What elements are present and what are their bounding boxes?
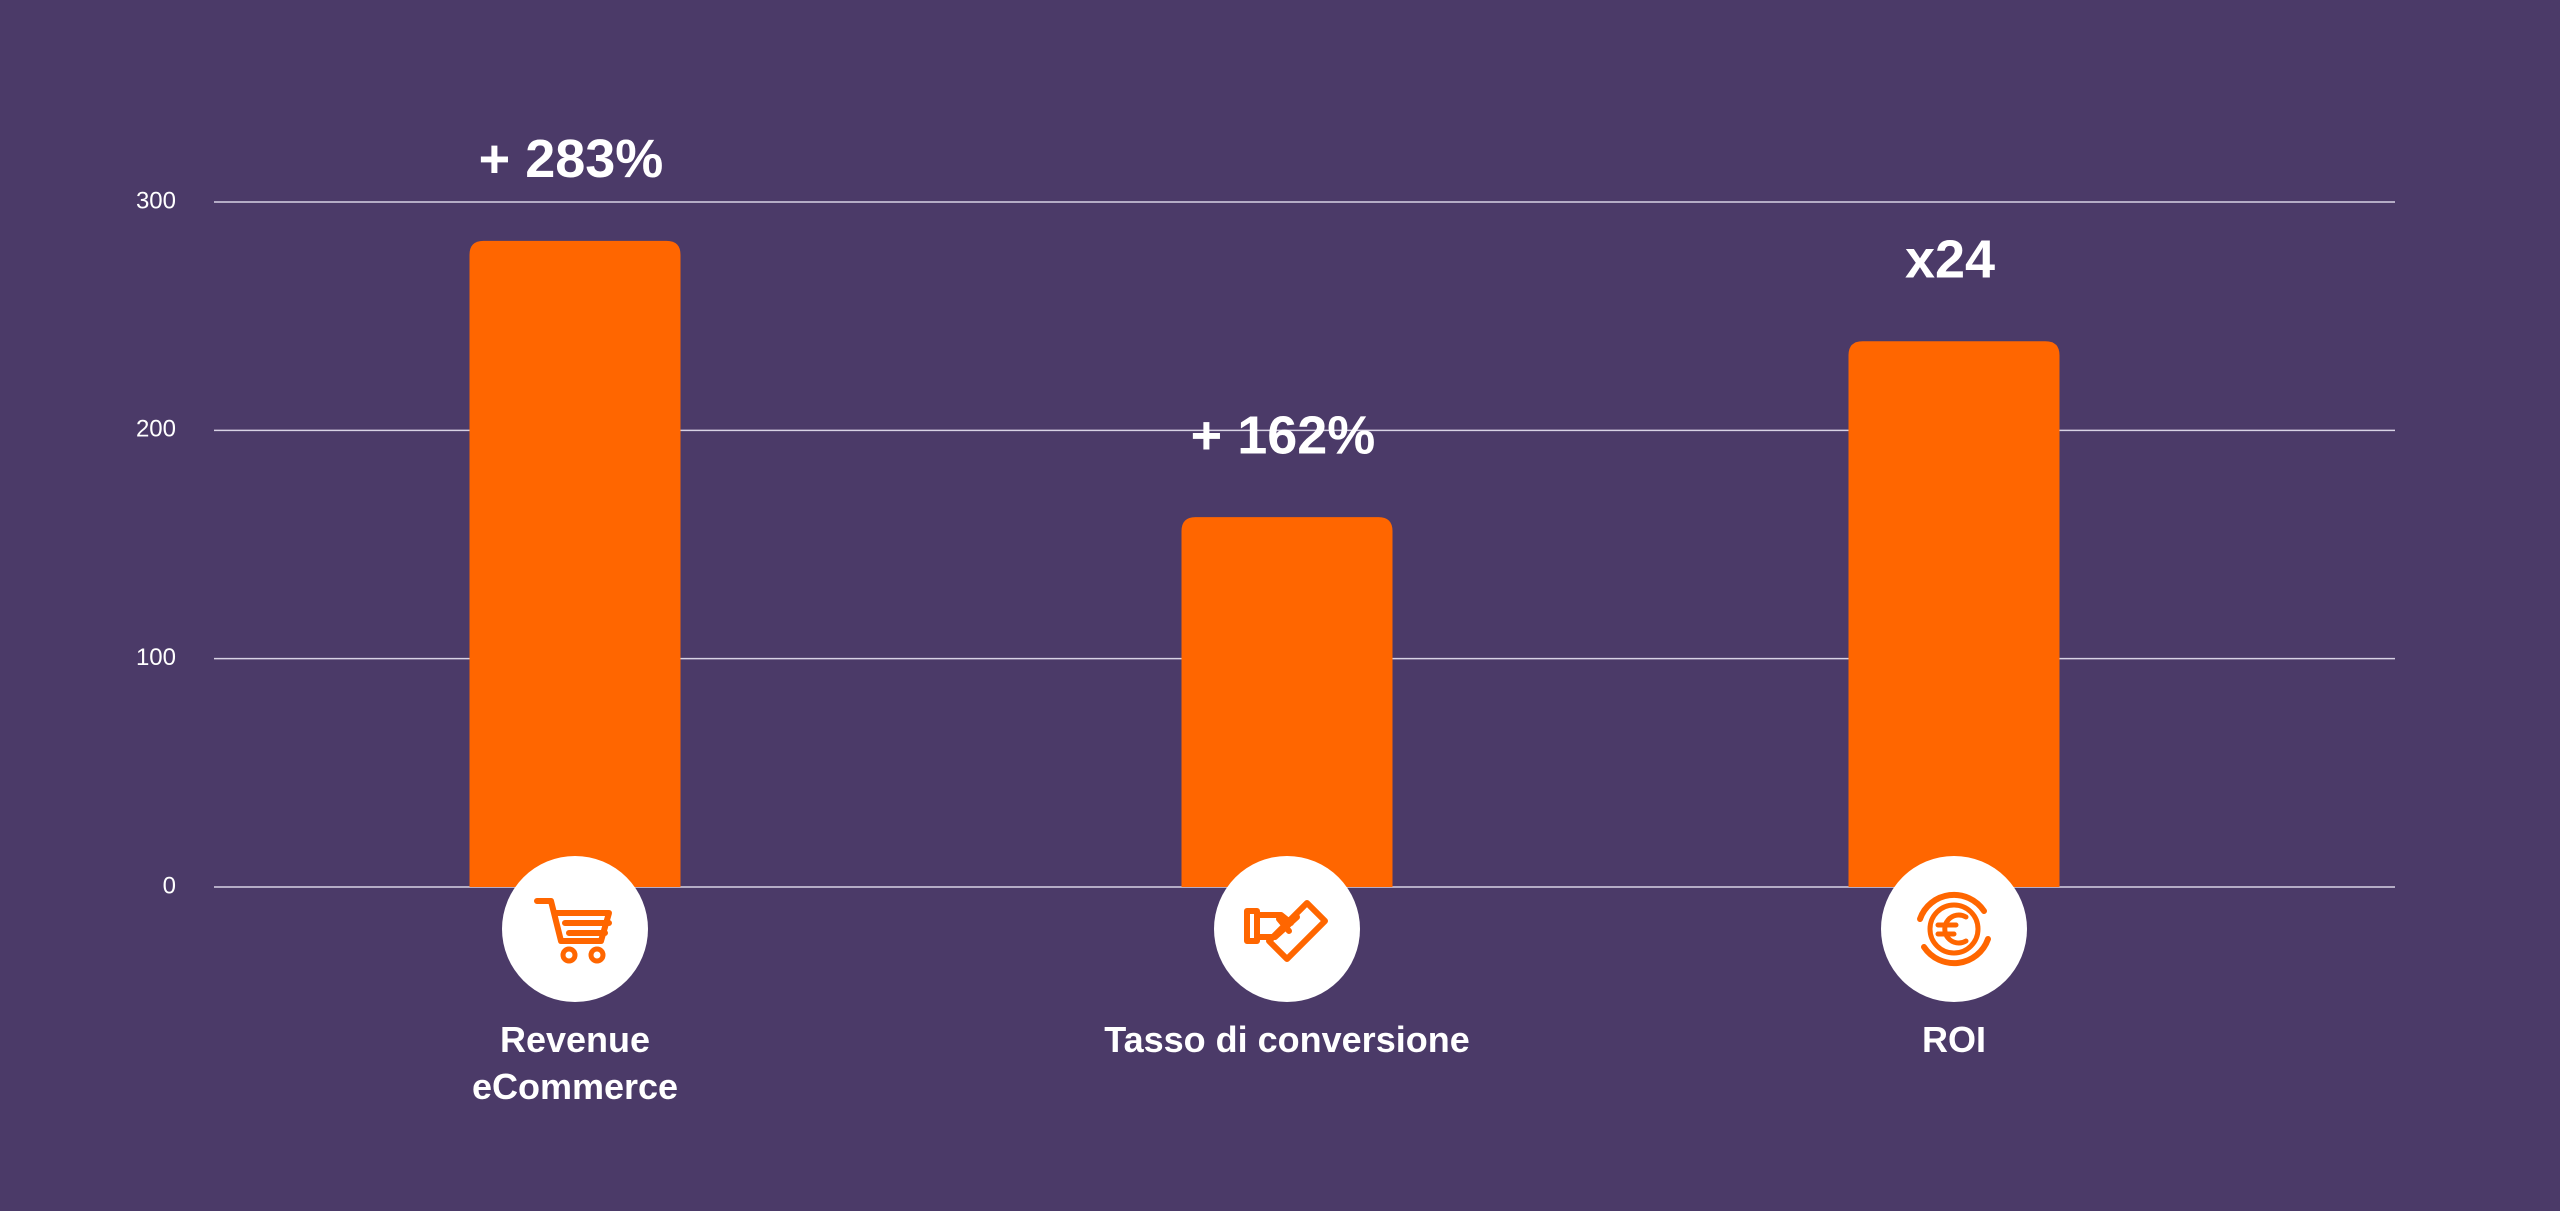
- y-tick-label: 100: [136, 644, 176, 671]
- icon: [534, 898, 612, 964]
- x-tick-label: Tasso di conversione: [1104, 1019, 1470, 1060]
- icon-hand: [1244, 908, 1300, 944]
- icon-cycle: [1917, 891, 1991, 967]
- icon-cart: [534, 898, 612, 944]
- icon-coin: [1927, 902, 1981, 956]
- value-label: + 283%: [479, 129, 664, 189]
- bar: [1848, 341, 2060, 887]
- icon-wheel: [588, 946, 606, 964]
- icon: [1917, 891, 1991, 967]
- x-tick-label: ROI: [1921, 1019, 1986, 1060]
- y-tick-label: 200: [136, 416, 176, 443]
- bar: [469, 240, 681, 888]
- bar: [1181, 517, 1393, 887]
- y-tick-label: 0: [163, 872, 176, 899]
- value-label: + 162%: [1191, 405, 1376, 465]
- icon-bill: [1266, 900, 1328, 962]
- icon-euro: [1935, 912, 1969, 946]
- icon-circle: [502, 856, 648, 1002]
- x-tick-label: Revenue eCommerce: [471, 1019, 679, 1107]
- y-tick-label: 300: [136, 187, 176, 214]
- icon-circle: [1881, 856, 2027, 1002]
- icon: [1244, 900, 1328, 962]
- value-label: x24: [1905, 230, 1995, 290]
- icon-wheel: [560, 946, 578, 964]
